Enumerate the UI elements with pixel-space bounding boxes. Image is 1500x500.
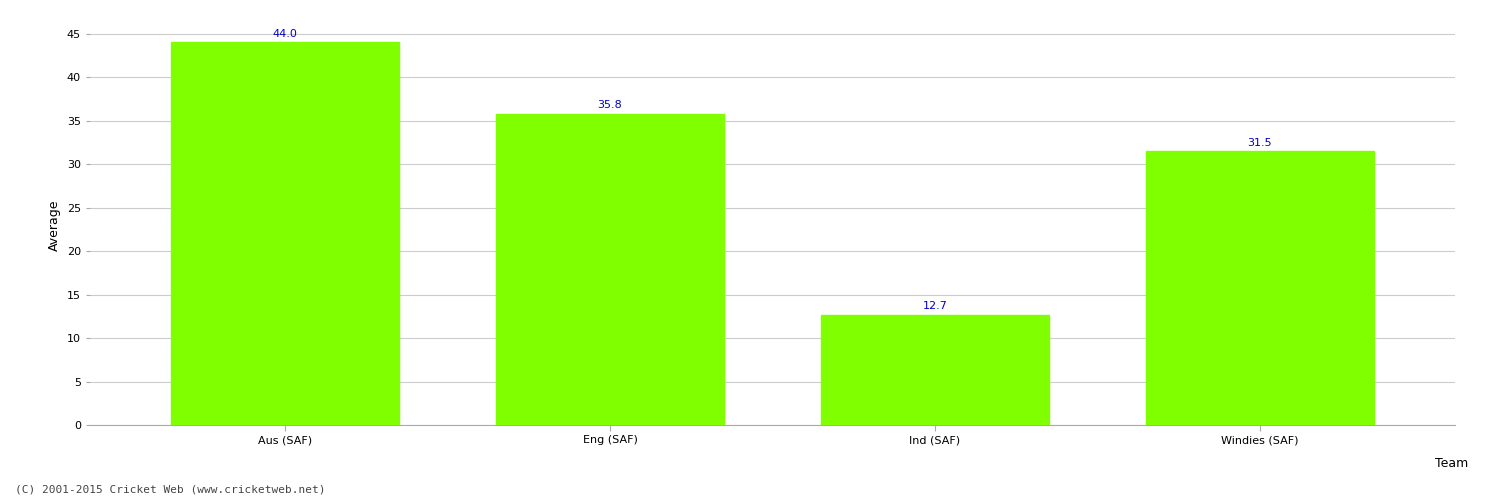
Bar [1146,151,1374,425]
Y-axis label: Average: Average [48,199,62,251]
Text: 44.0: 44.0 [273,29,297,39]
Text: 12.7: 12.7 [922,301,948,311]
Bar [496,114,723,425]
Bar [822,314,1048,425]
Bar [171,42,399,425]
Text: 35.8: 35.8 [597,100,622,110]
Text: 31.5: 31.5 [1248,138,1272,147]
Text: Team: Team [1436,457,1468,470]
Text: (C) 2001-2015 Cricket Web (www.cricketweb.net): (C) 2001-2015 Cricket Web (www.cricketwe… [15,485,326,495]
